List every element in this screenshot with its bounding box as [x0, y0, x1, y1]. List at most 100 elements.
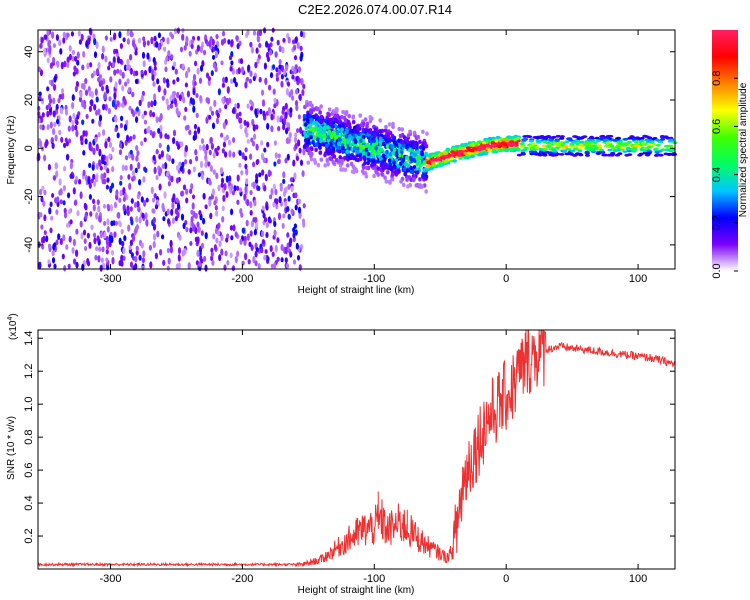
heatmap-cell [175, 177, 180, 184]
heatmap-cell [149, 261, 153, 269]
heatmap-cell [372, 173, 376, 179]
heatmap-cell [39, 212, 43, 218]
heatmap-cell [241, 227, 245, 234]
heatmap-cell [85, 113, 89, 119]
heatmap-cell [290, 208, 294, 215]
heatmap-cell [522, 138, 528, 141]
heatmap-cell [111, 256, 115, 265]
heatmap-cell [140, 196, 144, 203]
heatmap-cell [38, 91, 42, 97]
heatmap-cell [155, 174, 159, 181]
heatmap-cell [594, 136, 600, 140]
heatmap-cell [302, 148, 306, 156]
heatmap-cell [130, 108, 134, 115]
heatmap-cell [390, 177, 394, 182]
heatmap-cell [91, 164, 95, 171]
heatmap-cell [162, 259, 166, 266]
heatmap-cell [391, 121, 395, 127]
heatmap-cell [129, 239, 133, 247]
heatmap-cell [288, 240, 292, 248]
heatmap-cell [212, 54, 216, 60]
heatmap-cell [105, 238, 109, 246]
heatmap-cell [281, 46, 285, 54]
heatmap-cell [196, 35, 201, 41]
heatmap-cell [345, 149, 350, 154]
heatmap-cell [63, 166, 67, 172]
heatmap-cell [312, 134, 316, 140]
heatmap-cell [303, 143, 308, 148]
heatmap-cell [215, 33, 219, 40]
heatmap-cell [153, 65, 157, 71]
heatmap-cell [543, 135, 549, 139]
heatmap-cell [341, 149, 345, 154]
heatmap-cell [208, 180, 212, 186]
heatmap-cell [449, 156, 454, 160]
heatmap-cell [291, 74, 295, 80]
heatmap-cell [245, 132, 249, 138]
heatmap-cell [276, 237, 280, 243]
heatmap-cell [42, 235, 46, 244]
heatmap-cell [275, 72, 279, 79]
heatmap-cell [639, 139, 645, 143]
heatmap-cell [551, 135, 557, 139]
heatmap-cell [103, 231, 107, 239]
heatmap-cell [264, 173, 268, 182]
heatmap-cell [171, 217, 176, 225]
heatmap-cell [261, 239, 265, 245]
heatmap-cell [290, 185, 294, 193]
heatmap-cell [170, 54, 174, 60]
heatmap-cell [439, 162, 444, 166]
heatmap-cell [585, 145, 591, 148]
heatmap-cell [41, 185, 45, 191]
heatmap-cell [196, 236, 200, 244]
heatmap-cell [402, 135, 407, 140]
heatmap-cell [120, 115, 124, 122]
heatmap-cell [46, 29, 50, 37]
heatmap-cell [367, 146, 372, 152]
heatmap-cell [101, 45, 105, 53]
heatmap-cell [274, 51, 278, 58]
heatmap-cell [658, 140, 664, 144]
heatmap-cell [565, 147, 571, 151]
heatmap-cell [107, 107, 111, 115]
heatmap-cell [221, 148, 225, 154]
heatmap-cell [101, 85, 105, 92]
heatmap-cell [364, 128, 368, 133]
heatmap-cell [67, 263, 71, 269]
heatmap-cell [304, 125, 309, 131]
heatmap-cell [284, 157, 288, 164]
heatmap-cell [264, 216, 268, 223]
heatmap-cell [191, 222, 195, 228]
heatmap-cell [433, 154, 438, 158]
heatmap-cell [345, 129, 349, 134]
heatmap-cell [366, 151, 371, 157]
heatmap-cell [71, 49, 75, 56]
heatmap-cell [153, 93, 157, 101]
heatmap-cell [491, 144, 497, 148]
heatmap-cell [497, 144, 502, 148]
heatmap-cell [280, 257, 284, 263]
heatmap-cell [415, 170, 420, 175]
heatmap-cell [126, 38, 130, 45]
heatmap-cell [88, 105, 92, 112]
heatmap-cell [239, 207, 243, 215]
heatmap-cell [66, 222, 70, 228]
heatmap-cell [126, 28, 130, 37]
heatmap-cell [143, 119, 148, 125]
heatmap-cell [257, 185, 261, 192]
heatmap-cell [340, 127, 344, 132]
heatmap-cell [213, 200, 217, 206]
heatmap-cell [183, 45, 187, 51]
heatmap-cell [266, 256, 270, 262]
heatmap-cell [215, 172, 219, 180]
heatmap-cell [417, 154, 422, 160]
heatmap-cell [227, 39, 231, 45]
heatmap-cell [118, 197, 122, 203]
heatmap-cell [534, 146, 540, 149]
heatmap-cell [287, 195, 291, 202]
heatmap-cell [167, 181, 171, 187]
heatmap-cell [224, 250, 228, 257]
heatmap-cell [106, 167, 110, 174]
heatmap-cell [74, 179, 78, 185]
heatmap-cell [98, 159, 102, 166]
